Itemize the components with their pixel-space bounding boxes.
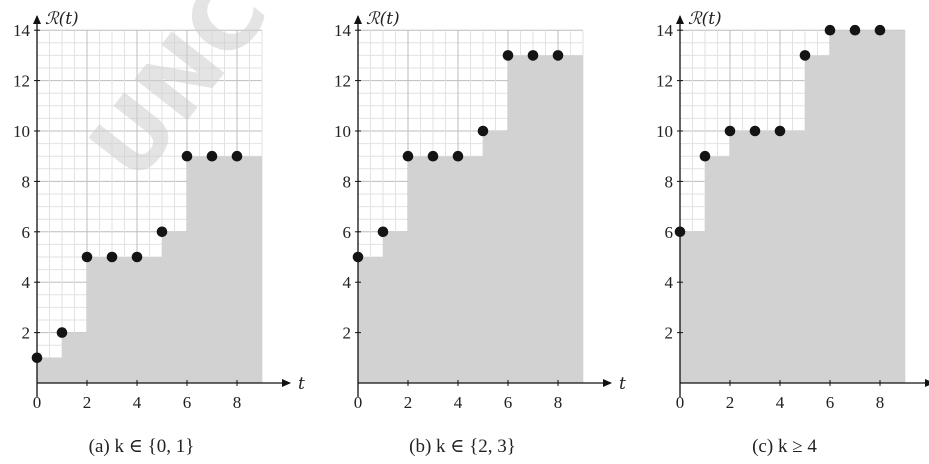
x-tick-label: 0 [354, 393, 363, 412]
x-tick-label: 8 [876, 393, 885, 412]
y-tick-label: 4 [22, 273, 31, 292]
data-point [156, 226, 168, 238]
y-tick-label: 2 [343, 324, 352, 343]
y-tick-label: 6 [22, 223, 31, 242]
y-tick-label: 2 [665, 324, 674, 343]
panel-caption: (b) k ∈ {2, 3} [409, 436, 516, 457]
data-point [502, 50, 514, 61]
panel-caption: (c) k ≥ 4 [752, 436, 817, 457]
data-point [231, 150, 243, 162]
data-point [106, 251, 118, 263]
x-tick-label: 8 [233, 393, 242, 412]
step-area [358, 55, 583, 384]
x-tick-label: 2 [83, 393, 92, 412]
panel-2: 0 2 4 6 8 2 4 6 8 10 12 14 t ℛ(t) (b) k ∈ {2, 3} [334, 9, 626, 457]
data-point [874, 24, 886, 36]
data-point [427, 150, 439, 162]
y-tick-label: 10 [334, 122, 351, 141]
y-tick-label: 4 [343, 273, 352, 292]
data-point [352, 251, 364, 263]
x-tick-label: 2 [404, 393, 413, 412]
y-tick-label: 12 [334, 72, 351, 91]
x-tick-label: 6 [183, 393, 192, 412]
y-tick-label: 4 [665, 273, 674, 292]
data-point [849, 24, 861, 36]
x-axis-label: t [619, 374, 626, 394]
y-axis-label: ℛ(t) [45, 9, 79, 29]
data-point [724, 125, 736, 137]
data-point [477, 125, 489, 137]
data-point [552, 50, 564, 61]
y-tick-label: 8 [343, 172, 352, 191]
data-point [452, 150, 464, 162]
data-point [749, 125, 761, 137]
step-area [680, 30, 905, 383]
y-tick-label: 8 [665, 172, 674, 191]
step-area [37, 156, 262, 383]
data-point [31, 352, 43, 364]
data-point [799, 50, 811, 61]
x-tick-label: 0 [33, 393, 42, 412]
y-tick-label: 14 [656, 21, 674, 40]
x-tick-label: 6 [504, 393, 513, 412]
panel-1: 0 2 4 6 8 2 4 6 8 10 12 14 t ℛ(t) (a) k ∈ {0, 1} [13, 9, 305, 457]
data-point [824, 24, 836, 36]
data-point [81, 251, 93, 263]
y-tick-label: 14 [334, 21, 352, 40]
y-tick-label: 10 [656, 122, 673, 141]
y-tick-label: 12 [13, 72, 30, 91]
y-tick-label: 2 [22, 324, 31, 343]
x-tick-label: 6 [826, 393, 835, 412]
data-point [402, 150, 414, 162]
data-point [674, 226, 686, 238]
data-point [206, 150, 218, 162]
y-tick-label: 10 [13, 122, 30, 141]
x-tick-label: 4 [133, 393, 142, 412]
data-point [774, 125, 786, 137]
data-point [527, 50, 539, 61]
x-tick-label: 0 [676, 393, 685, 412]
x-axis-label: t [298, 374, 305, 394]
y-tick-label: 6 [665, 223, 674, 242]
x-tick-label: 4 [454, 393, 463, 412]
x-tick-label: 8 [554, 393, 563, 412]
y-tick-label: 8 [22, 172, 31, 191]
x-tick-label: 2 [726, 393, 735, 412]
y-axis-label: ℛ(t) [366, 9, 400, 29]
data-point [699, 150, 711, 162]
data-point [181, 150, 193, 162]
panel-caption: (a) k ∈ {0, 1} [89, 436, 195, 457]
x-tick-label: 4 [776, 393, 785, 412]
y-tick-label: 6 [343, 223, 352, 242]
y-tick-label: 14 [13, 21, 31, 40]
data-point [56, 327, 68, 338]
y-tick-label: 12 [656, 72, 673, 91]
data-point [377, 226, 389, 238]
data-point [131, 251, 143, 263]
y-axis-label: ℛ(t) [688, 9, 722, 29]
